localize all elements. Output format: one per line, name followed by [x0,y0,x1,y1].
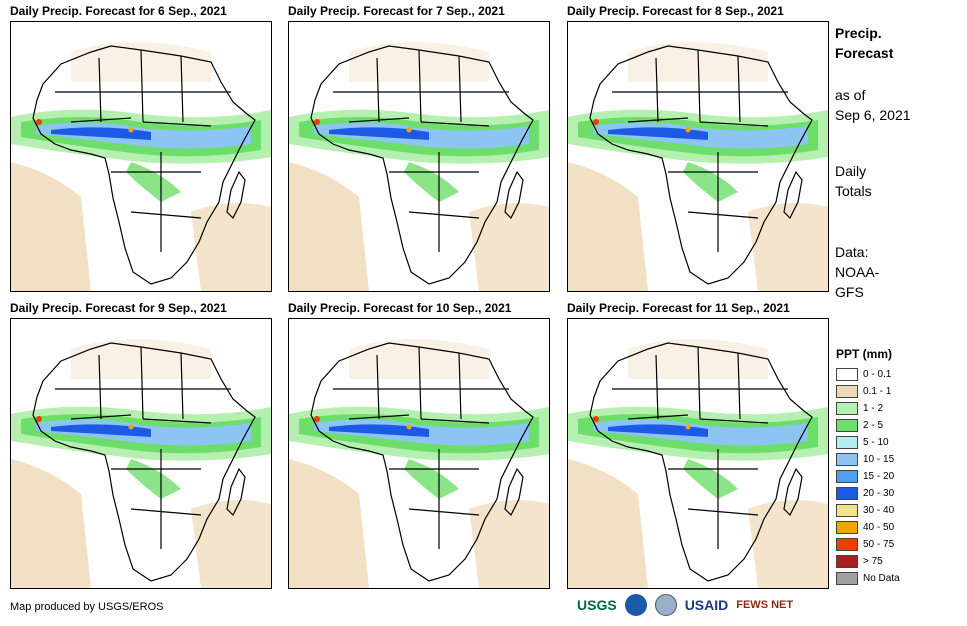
legend-label: 15 - 20 [863,471,895,482]
legend-swatch [836,368,858,381]
forecast-title-line2: Forecast [835,45,894,61]
map-frame [567,318,829,589]
legend-item: 40 - 50 [836,519,900,536]
legend-label: > 75 [863,556,883,567]
legend-swatch [836,402,858,415]
legend-swatch [836,453,858,466]
as-of-label: as of [835,87,866,103]
credit-text: Map produced by USGS/EROS [10,601,164,613]
map-frame [567,21,829,292]
legend-title: PPT (mm) [836,347,893,361]
legend: 0 - 0.1 0.1 - 1 1 - 2 2 - 5 5 - 10 10 - 15 15 … [836,366,900,587]
legend-swatch [836,419,858,432]
legend-swatch [836,538,858,551]
legend-label: 20 - 30 [863,488,895,499]
map-frame [10,21,272,292]
forecast-title: Precip. Forecast [835,23,893,63]
legend-swatch [836,572,858,585]
data-source-line2: GFS [835,284,864,300]
as-of-date: as of Sep 6, 2021 [835,85,911,125]
legend-item: 2 - 5 [836,417,900,434]
legend-item: 10 - 15 [836,451,900,468]
map-panel-6: Daily Precip. Forecast for 11 Sep., 2021 [567,301,829,591]
legend-label: 30 - 40 [863,505,895,516]
legend-item: 20 - 30 [836,485,900,502]
panel-title: Daily Precip. Forecast for 10 Sep., 2021 [288,301,512,315]
usgs-logo: USGS [577,597,617,613]
map-panel-1: Daily Precip. Forecast for 6 Sep., 2021 [10,4,272,294]
legend-item: 0.1 - 1 [836,383,900,400]
map-frame [288,21,550,292]
map-frame [288,318,550,589]
legend-label: 0.1 - 1 [863,386,892,397]
legend-item: 1 - 2 [836,400,900,417]
map-panel-3: Daily Precip. Forecast for 8 Sep., 2021 [567,4,829,294]
map-panel-2: Daily Precip. Forecast for 7 Sep., 2021 [288,4,550,294]
legend-swatch [836,487,858,500]
map-frame [10,318,272,589]
panel-title: Daily Precip. Forecast for 6 Sep., 2021 [10,4,227,18]
legend-label: 50 - 75 [863,539,895,550]
data-source: Data: NOAA- GFS [835,242,879,302]
legend-swatch [836,436,858,449]
legend-item: 15 - 20 [836,468,900,485]
legend-label: 40 - 50 [863,522,895,533]
legend-label: 2 - 5 [863,420,884,431]
legend-item: 5 - 10 [836,434,900,451]
panel-title: Daily Precip. Forecast for 9 Sep., 2021 [10,301,227,315]
legend-label: No Data [863,573,900,584]
map-panel-5: Daily Precip. Forecast for 10 Sep., 2021 [288,301,550,591]
legend-item: 50 - 75 [836,536,900,553]
legend-label: 0 - 0.1 [863,369,892,380]
panel-title: Daily Precip. Forecast for 11 Sep., 2021 [567,301,790,315]
noaa-logo-icon [624,594,647,616]
legend-swatch [836,385,858,398]
usaid-logo: USAID [684,597,729,613]
legend-item: 30 - 40 [836,502,900,519]
panel-title: Daily Precip. Forecast for 7 Sep., 2021 [288,4,505,18]
forecast-title-line1: Precip. [835,25,882,41]
legend-item: 0 - 0.1 [836,366,900,383]
legend-swatch [836,555,858,568]
legend-label: 10 - 15 [863,454,895,465]
as-of-value: Sep 6, 2021 [835,107,911,123]
seal-logo-icon [654,594,677,616]
panel-title: Daily Precip. Forecast for 8 Sep., 2021 [567,4,784,18]
totals-label: Totals [835,183,872,199]
fews-net-logo: FEWS NET [736,599,794,611]
legend-swatch [836,470,858,483]
legend-swatch [836,504,858,517]
data-label: Data: [835,244,869,260]
map-panel-4: Daily Precip. Forecast for 9 Sep., 2021 [10,301,272,591]
daily-label: Daily [835,163,867,179]
agency-logos: USGS USAID FEWS NET [577,594,793,616]
legend-label: 1 - 2 [863,403,884,414]
legend-item: > 75 [836,553,900,570]
legend-item: No Data [836,570,900,587]
legend-label: 5 - 10 [863,437,889,448]
legend-swatch [836,521,858,534]
data-source-line1: NOAA- [835,264,880,280]
daily-totals: Daily Totals [835,161,872,201]
